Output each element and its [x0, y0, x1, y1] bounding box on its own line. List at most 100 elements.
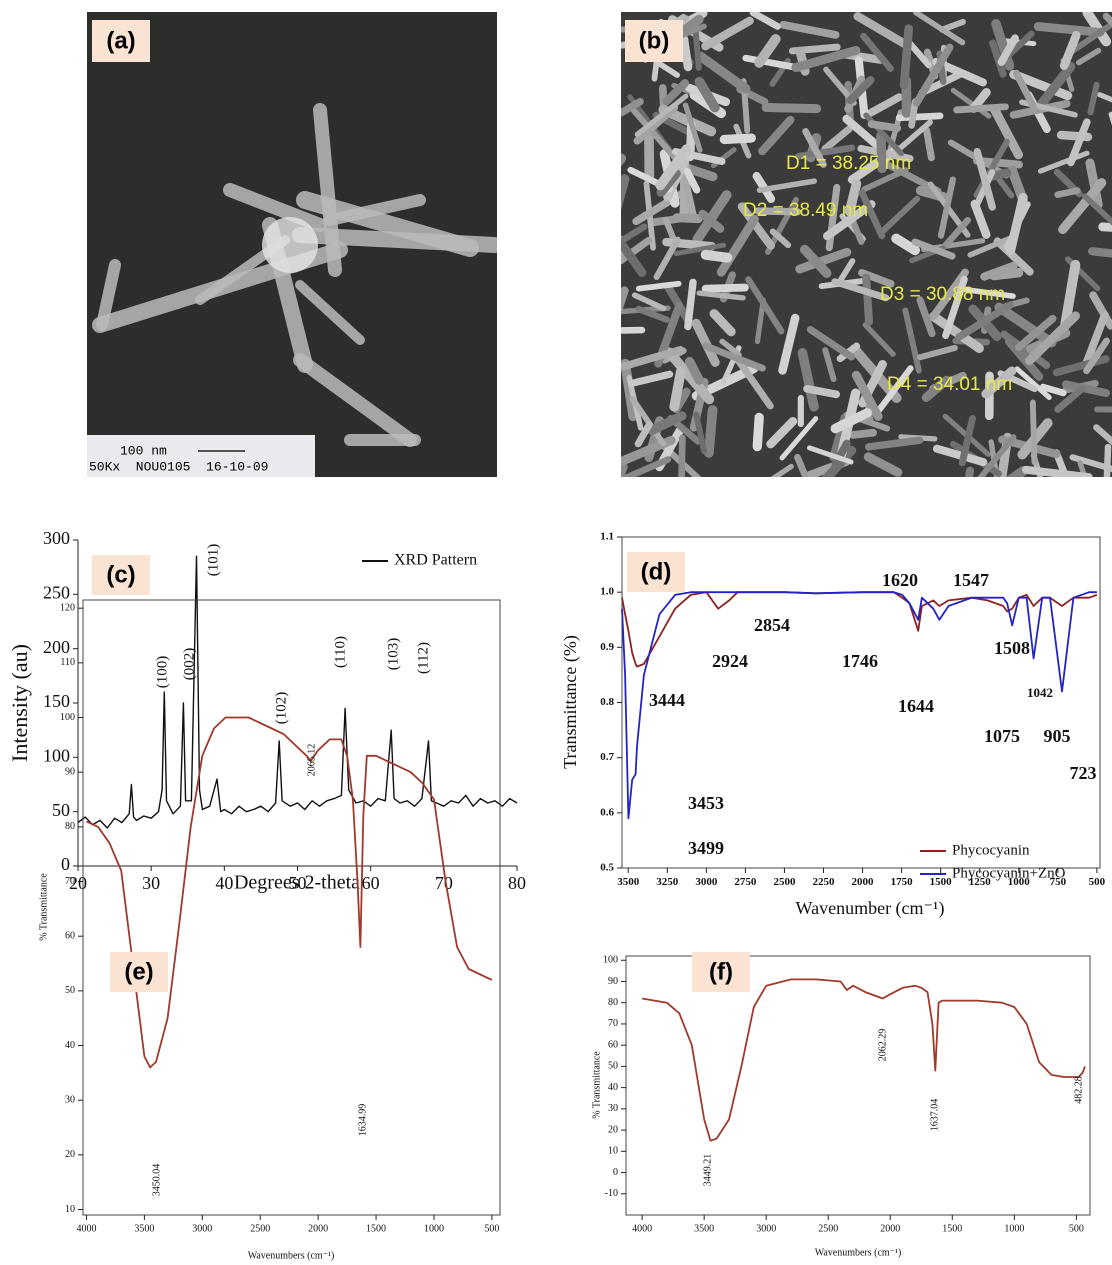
rod — [677, 218, 698, 219]
page: { "images": [ {"panel_label": "(a)", "sc… — [0, 0, 1112, 1265]
rod — [853, 433, 873, 435]
y-tick-label: 90 — [608, 976, 618, 987]
x-tick-label: 500 — [1089, 876, 1106, 888]
annotation: (102) — [273, 692, 289, 725]
x-tick-label: 2750 — [734, 876, 757, 888]
x-tick-label: 3500 — [134, 1223, 154, 1234]
annotation: 1547 — [953, 570, 989, 590]
x-tick-label: 500 — [1069, 1223, 1084, 1234]
rod — [957, 107, 1006, 110]
y-tick-label: 60 — [608, 1039, 618, 1050]
rod — [757, 417, 759, 446]
legend-label: XRD Pattern — [394, 552, 477, 569]
panel-label: (e) — [124, 958, 153, 985]
annotation: 3444 — [649, 690, 685, 710]
rod — [706, 255, 728, 258]
y-tick-label: 50 — [608, 1061, 618, 1072]
x-tick-label: 2000 — [308, 1223, 328, 1234]
rod — [706, 288, 745, 289]
y-tick-label: 70 — [608, 1018, 618, 1029]
rod — [866, 278, 869, 322]
x-tick-label: 30 — [142, 873, 160, 893]
x-tick-label: 2500 — [818, 1223, 838, 1234]
annotation: 1042 — [1027, 685, 1053, 700]
y-tick-label: 120 — [60, 602, 75, 613]
rod — [684, 39, 688, 67]
y-tick-label: 100 — [603, 955, 618, 966]
measurement: D4 = 34.01 nm — [887, 374, 1012, 395]
rod — [724, 138, 751, 139]
y-tick-label: 10 — [65, 1204, 75, 1215]
y-tick-label: 1.1 — [600, 531, 614, 543]
y-tick-label: 200 — [43, 637, 70, 657]
rod — [1058, 191, 1078, 195]
y-axis-title: % Transmittance — [38, 873, 49, 941]
x-tick-label: 3000 — [695, 876, 718, 888]
x-tick-label: 3500 — [617, 876, 640, 888]
y-tick-label: 30 — [65, 1094, 75, 1105]
y-tick-label: 40 — [608, 1082, 618, 1093]
annotation: (100) — [154, 656, 170, 689]
x-tick-label: 1500 — [942, 1223, 962, 1234]
rod — [807, 389, 836, 395]
x-tick-label: 40 — [215, 873, 233, 893]
x-tick-label: 1500 — [366, 1223, 386, 1234]
x-tick-label: 4000 — [76, 1223, 96, 1234]
rod — [927, 130, 932, 157]
x-axis-title: Degrees 2-theta — [234, 872, 360, 894]
x-tick-label: 1500 — [930, 876, 953, 888]
y-tick-label: 250 — [43, 582, 70, 602]
annotation: 1637.04 — [929, 1099, 940, 1132]
annotation: 1075 — [984, 726, 1020, 746]
x-tick-label: 1000 — [424, 1223, 444, 1234]
x-tick-label: 2500 — [773, 876, 796, 888]
y-tick-label: 110 — [60, 657, 75, 668]
annotation: 3450.04 — [151, 1164, 162, 1197]
y-tick-label: 30 — [608, 1103, 618, 1114]
annotation: 1634.99 — [357, 1104, 368, 1137]
y-tick-label: 20 — [65, 1149, 75, 1160]
image-caption: 50Kx NOU0105 16-10-09 — [89, 459, 268, 474]
rod — [674, 372, 680, 407]
x-tick-label: 2500 — [250, 1223, 270, 1234]
panel-label: (f) — [709, 958, 733, 985]
y-tick-label: 70 — [65, 876, 75, 887]
rod — [872, 124, 898, 128]
x-axis-title: Wavenumber (cm⁻¹) — [796, 898, 945, 919]
x-axis-title: Wavenumbers (cm⁻¹) — [248, 1250, 335, 1261]
x-tick-label: 2000 — [880, 1223, 900, 1234]
panel-label: (d) — [641, 558, 672, 585]
annotation: 723 — [1070, 763, 1097, 783]
x-tick-label: 80 — [508, 873, 526, 893]
annotation: 2924 — [712, 651, 748, 671]
annotation: 482.28 — [1073, 1076, 1084, 1104]
rod — [709, 410, 713, 453]
y-tick-label: 150 — [43, 691, 70, 711]
x-tick-label: 3500 — [694, 1223, 714, 1234]
scale-bar-label: 100 nm — [120, 443, 167, 458]
measurement: D2 = 38.49 nm — [743, 200, 868, 221]
rod — [1103, 227, 1112, 231]
rod — [1033, 402, 1035, 462]
annotation: (103) — [385, 638, 401, 671]
x-tick-label: 3000 — [192, 1223, 212, 1234]
measurement: D1 = 38.25 nm — [786, 153, 911, 174]
x-tick-label: 4000 — [632, 1223, 652, 1234]
rod — [688, 282, 693, 326]
y-tick-label: 60 — [65, 930, 75, 941]
legend-label: Phycocyanin — [952, 842, 1030, 858]
y-tick-label: 300 — [43, 528, 70, 548]
y-tick-label: 0 — [61, 854, 70, 874]
y-tick-label: 50 — [65, 985, 75, 996]
annotation: 1508 — [994, 638, 1030, 658]
rod — [1038, 26, 1100, 32]
annotation: (112) — [415, 642, 431, 674]
y-tick-label: 50 — [52, 800, 70, 820]
annotation: 2062.29 — [877, 1029, 888, 1062]
y-tick-label: 90 — [65, 766, 75, 777]
legend-label: Phycocyanin+ZnO — [952, 865, 1066, 881]
x-axis-title: Wavenumbers (cm⁻¹) — [815, 1247, 902, 1258]
x-tick-label: 1750 — [891, 876, 914, 888]
annotation: 3449.21 — [702, 1154, 713, 1187]
annotation: 3453 — [688, 793, 724, 813]
